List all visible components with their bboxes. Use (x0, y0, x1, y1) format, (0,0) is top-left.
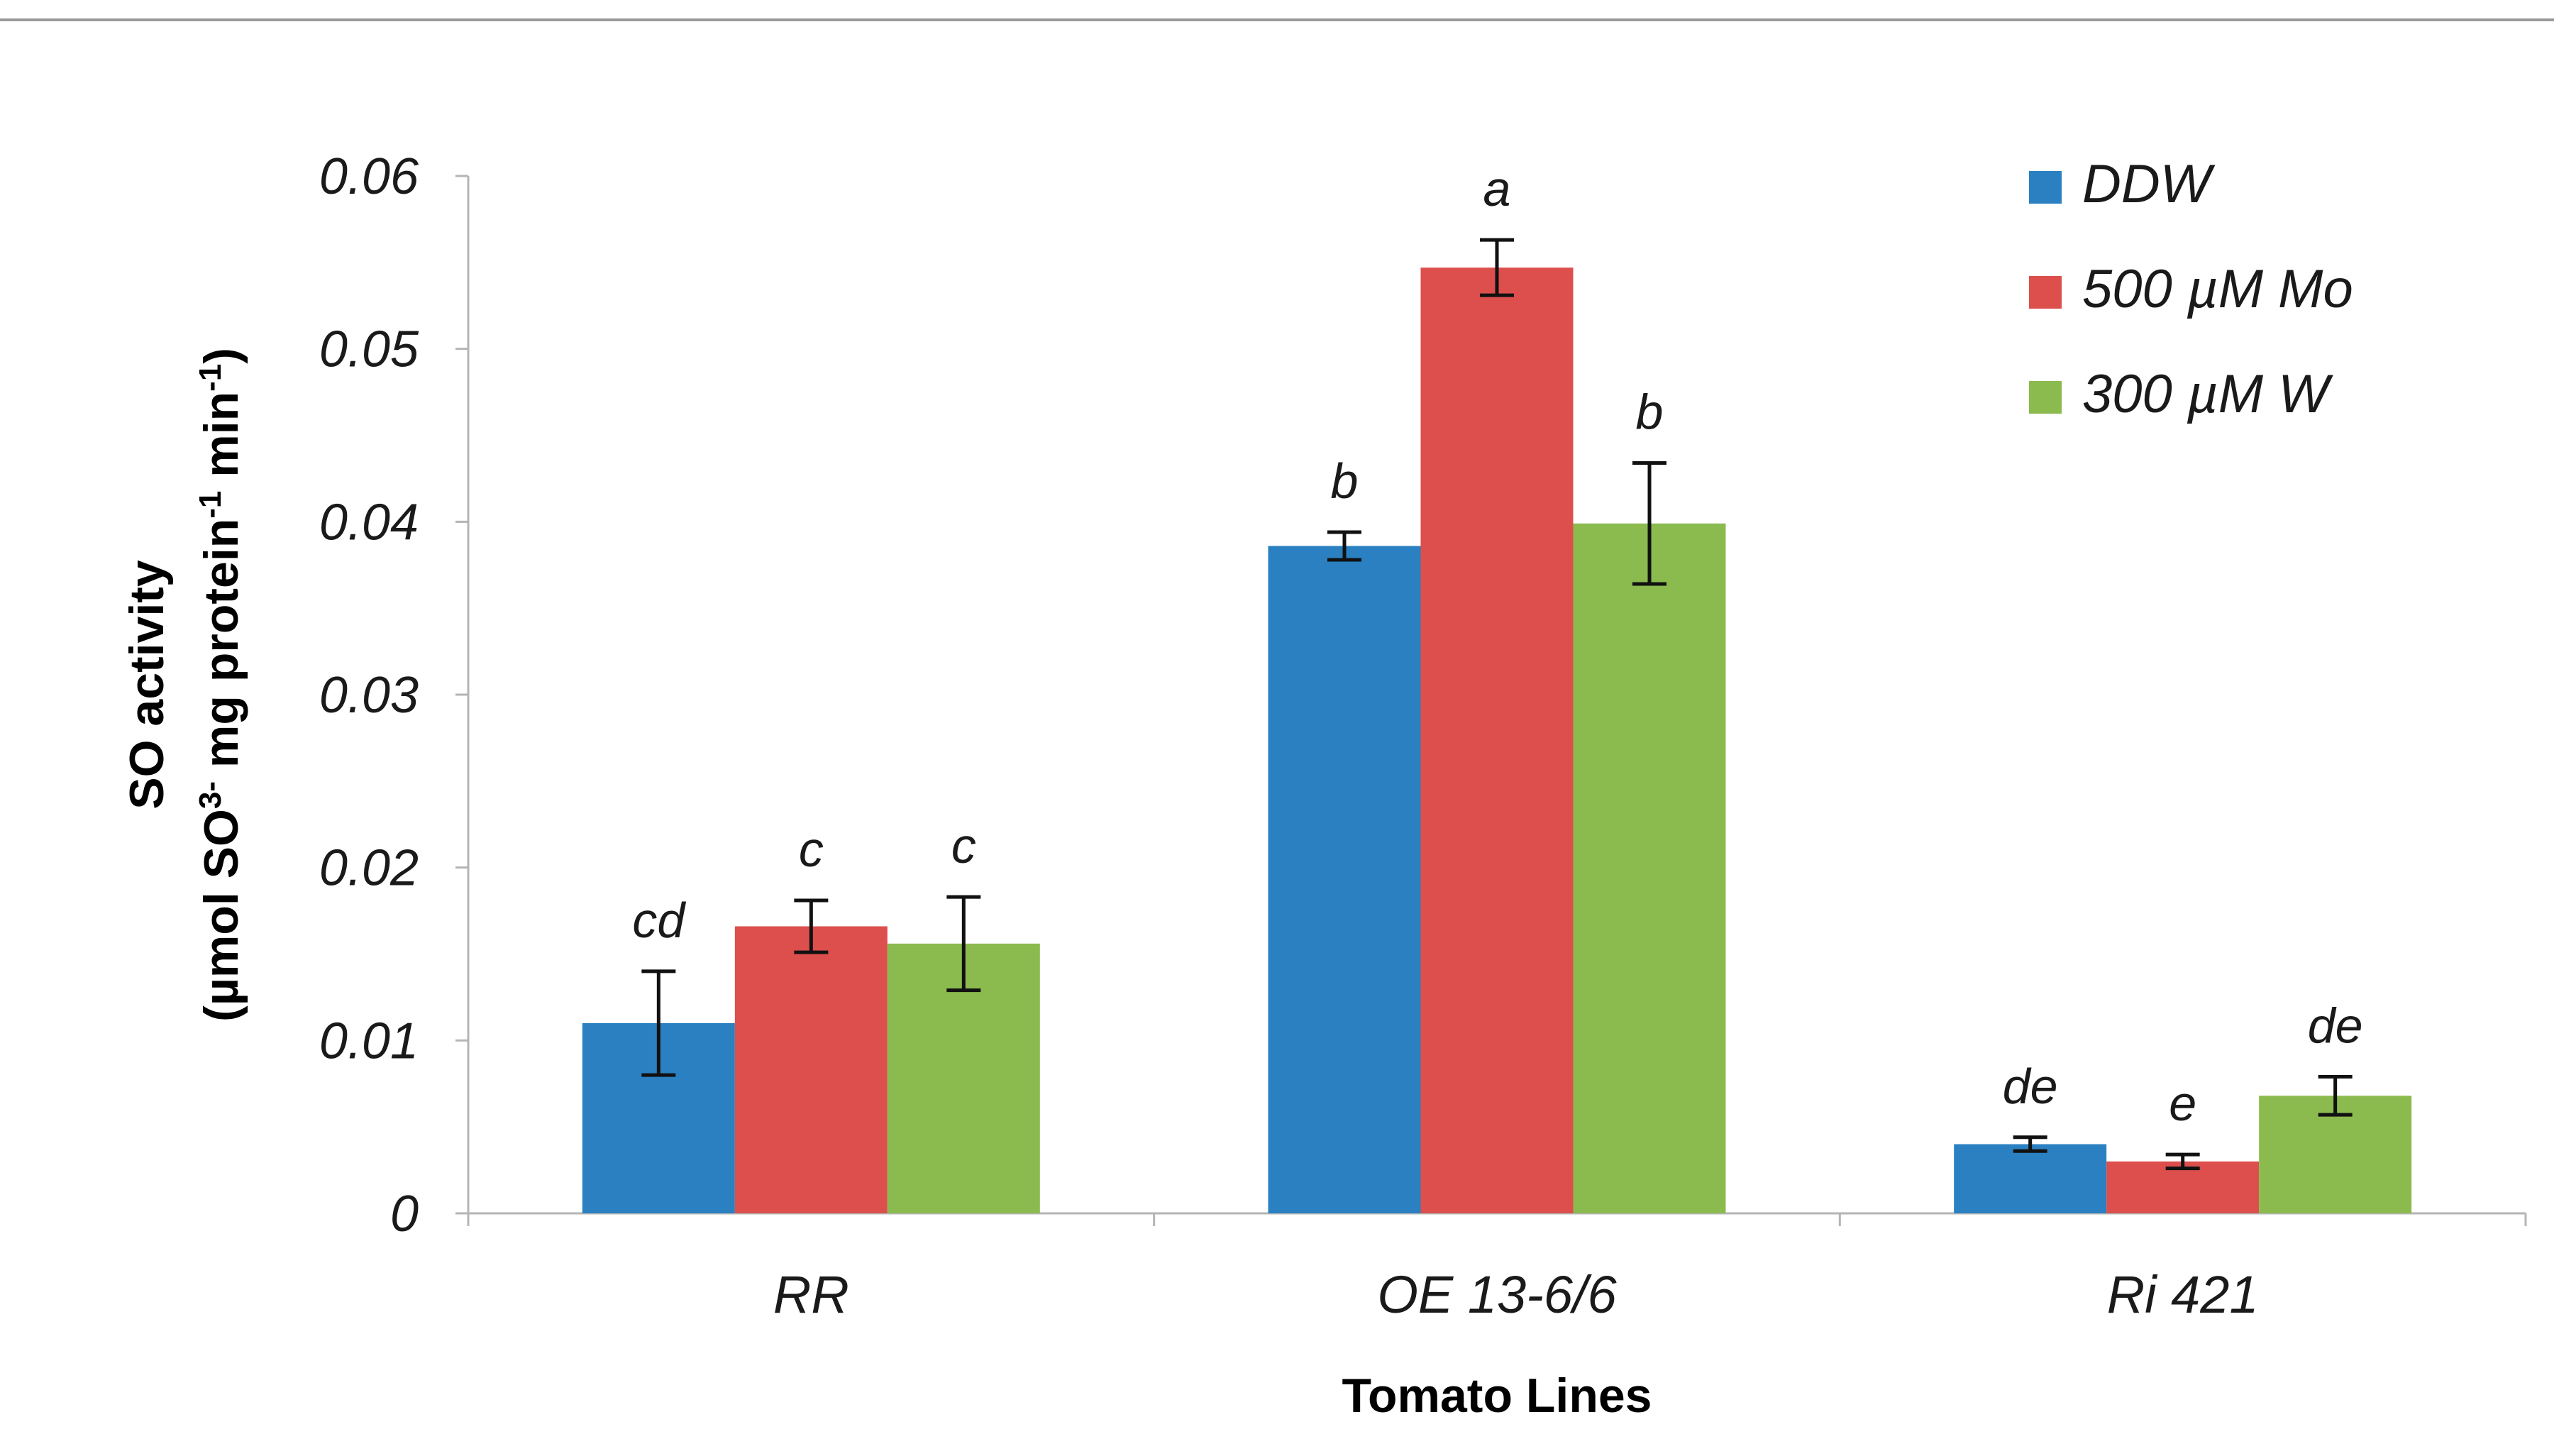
significance-letter: de (2003, 1059, 2058, 1114)
y-axis-title-line2: (µmol SO3- mg protein-1 min-1) (193, 348, 249, 1022)
significance-letter: c (951, 818, 976, 873)
significance-letter: cd (632, 893, 686, 948)
x-category-label: Ri 421 (2107, 1265, 2259, 1324)
bar (1420, 268, 1574, 1214)
y-tick-label: 0.01 (319, 1013, 419, 1069)
significance-letter: e (2169, 1076, 2196, 1131)
legend-swatch (2029, 381, 2062, 414)
legend-label: 500 µM Mo (2082, 259, 2353, 319)
y-axis-title-line1: SO activity (120, 560, 174, 810)
bar (1573, 523, 1726, 1213)
x-axis-title: Tomato Lines (1342, 1369, 1652, 1423)
legend-swatch (2029, 276, 2062, 309)
y-tick-label: 0.02 (319, 840, 419, 897)
x-category-label: RR (773, 1265, 849, 1324)
bar (734, 926, 888, 1213)
y-tick-label: 0.05 (319, 321, 419, 378)
legend-swatch (2029, 171, 2062, 204)
y-tick-label: 0.06 (319, 148, 419, 205)
significance-letter: c (799, 822, 824, 877)
significance-letter: b (1636, 384, 1664, 439)
bar (1268, 546, 1421, 1213)
significance-letter: de (2308, 998, 2363, 1054)
significance-letter: b (1331, 453, 1359, 509)
y-tick-label: 0 (390, 1186, 419, 1242)
legend-label: 300 µM W (2082, 364, 2333, 424)
bar (1954, 1144, 2107, 1213)
y-tick-label: 0.03 (319, 667, 419, 724)
legend-label: DDW (2082, 154, 2216, 214)
x-category-label: OE 13-6/6 (1377, 1265, 1617, 1324)
significance-letter: a (1483, 161, 1511, 216)
y-tick-label: 0.04 (319, 494, 419, 551)
